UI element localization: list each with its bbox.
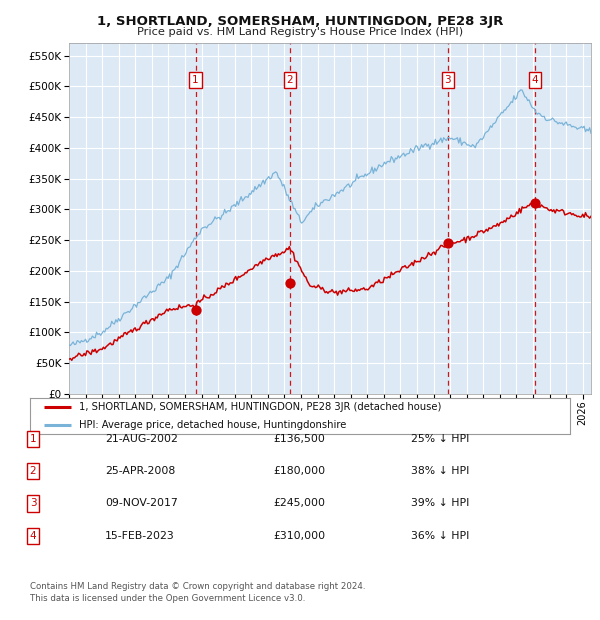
Text: 36% ↓ HPI: 36% ↓ HPI bbox=[411, 531, 469, 541]
Text: 1, SHORTLAND, SOMERSHAM, HUNTINGDON, PE28 3JR: 1, SHORTLAND, SOMERSHAM, HUNTINGDON, PE2… bbox=[97, 16, 503, 29]
Point bbox=[443, 238, 452, 248]
Point bbox=[530, 198, 540, 208]
Text: 3: 3 bbox=[445, 75, 451, 85]
Text: 2: 2 bbox=[286, 75, 293, 85]
Text: 1: 1 bbox=[29, 434, 37, 444]
Text: 3: 3 bbox=[29, 498, 37, 508]
Text: 38% ↓ HPI: 38% ↓ HPI bbox=[411, 466, 469, 476]
Text: 1: 1 bbox=[192, 75, 199, 85]
Text: Contains HM Land Registry data © Crown copyright and database right 2024.
This d: Contains HM Land Registry data © Crown c… bbox=[30, 582, 365, 603]
Text: 15-FEB-2023: 15-FEB-2023 bbox=[105, 531, 175, 541]
Text: 2: 2 bbox=[29, 466, 37, 476]
Text: £245,000: £245,000 bbox=[273, 498, 325, 508]
Text: £310,000: £310,000 bbox=[273, 531, 325, 541]
Text: 09-NOV-2017: 09-NOV-2017 bbox=[105, 498, 178, 508]
Text: £136,500: £136,500 bbox=[273, 434, 325, 444]
Text: 4: 4 bbox=[532, 75, 538, 85]
Text: £180,000: £180,000 bbox=[273, 466, 325, 476]
Point bbox=[191, 305, 200, 315]
Text: 4: 4 bbox=[29, 531, 37, 541]
Text: 39% ↓ HPI: 39% ↓ HPI bbox=[411, 498, 469, 508]
Text: 25-APR-2008: 25-APR-2008 bbox=[105, 466, 175, 476]
Text: 21-AUG-2002: 21-AUG-2002 bbox=[105, 434, 178, 444]
Text: 1, SHORTLAND, SOMERSHAM, HUNTINGDON, PE28 3JR (detached house): 1, SHORTLAND, SOMERSHAM, HUNTINGDON, PE2… bbox=[79, 402, 441, 412]
Point bbox=[285, 278, 295, 288]
Text: HPI: Average price, detached house, Huntingdonshire: HPI: Average price, detached house, Hunt… bbox=[79, 420, 346, 430]
Text: Price paid vs. HM Land Registry's House Price Index (HPI): Price paid vs. HM Land Registry's House … bbox=[137, 27, 463, 37]
Text: 25% ↓ HPI: 25% ↓ HPI bbox=[411, 434, 469, 444]
